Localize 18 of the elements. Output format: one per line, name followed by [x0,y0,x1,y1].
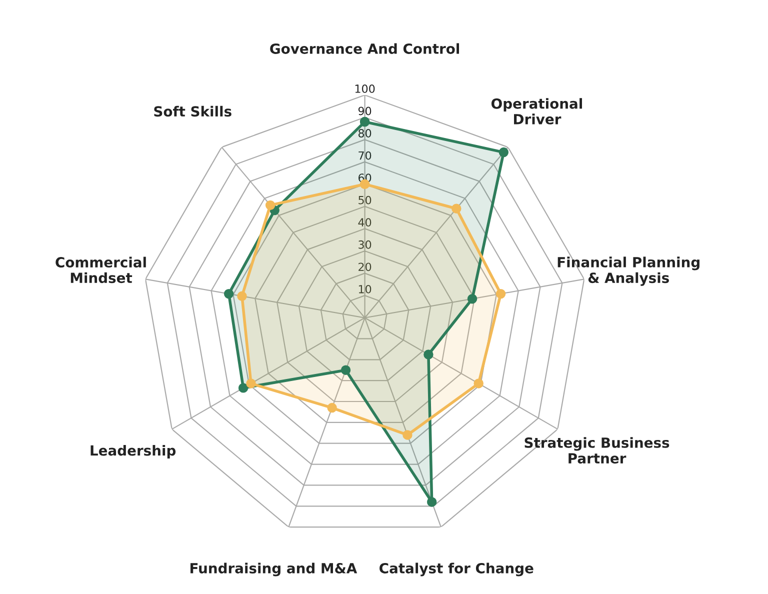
spoke-label: Soft Skills [154,106,232,117]
y-tick-label: 40 [358,218,372,227]
y-tick-label: 30 [358,240,372,249]
y-tick-label: 20 [358,262,372,272]
spoke-label: Financial Planning & Analysis [558,256,700,286]
spoke-label: Strategic Business Partner [524,437,670,464]
spoke-label: Operational Driver [491,98,582,124]
spoke-label: Commercial Mindset [56,256,146,284]
spoke-label: Catalyst for Change [380,562,534,576]
spoke-label: Governance And Control [270,43,459,54]
y-tick-label: 50 [358,196,372,204]
spoke-label: Leadership [90,445,176,458]
spoke-label: Fundraising and M&A [190,562,358,576]
y-tick-label: 100 [355,84,375,93]
y-tick-label: 10 [358,284,372,294]
y-tick-label: 90 [358,106,372,116]
y-tick-label: 70 [358,151,372,160]
y-tick-label: 80 [358,129,372,138]
